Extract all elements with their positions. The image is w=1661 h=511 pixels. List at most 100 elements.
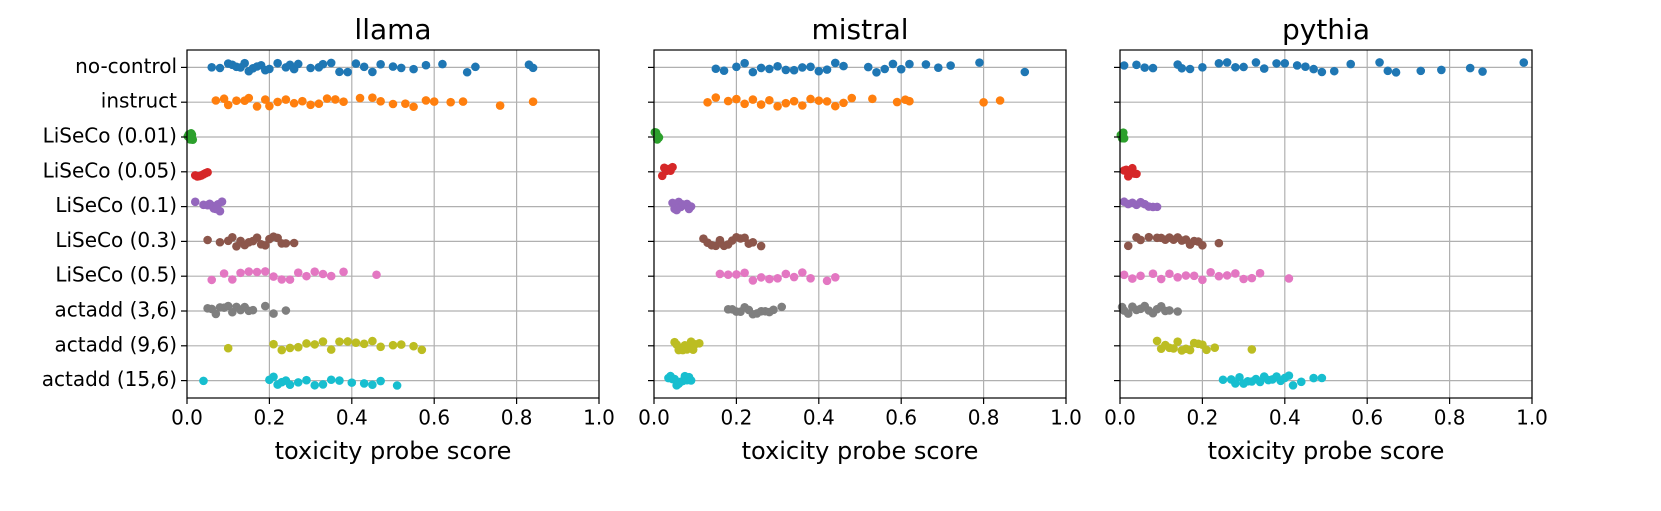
point [872,68,881,77]
y-tick-label: LiSeCo (0.05) [43,158,177,182]
point [343,337,352,346]
point [732,94,741,104]
y-tick-label: actadd (3,6) [54,298,177,322]
point [318,269,328,279]
x-tick-label: 0.6 [885,406,917,430]
point [995,96,1005,105]
point [207,275,217,285]
point [1222,58,1232,67]
point [1206,267,1215,277]
point [1296,377,1306,387]
point [306,63,315,73]
point [293,268,303,277]
point [326,271,336,281]
point [1391,68,1401,77]
point [219,94,229,104]
point [868,94,877,104]
point [388,62,398,71]
point [1231,269,1240,278]
point [1280,58,1290,68]
point [765,274,774,284]
point [888,59,898,69]
point [273,58,282,68]
point [1173,273,1182,282]
point [1136,235,1145,245]
point [318,59,328,69]
point [421,96,431,105]
x-tick-label: 0.6 [418,406,450,430]
point [1309,64,1318,74]
point [281,239,291,248]
point [318,380,328,389]
plot-frame [1119,49,1533,399]
point [798,268,807,277]
point [1284,371,1294,380]
point [921,60,931,69]
point [773,273,782,283]
point [1173,307,1182,316]
point [217,197,227,206]
point [668,162,677,172]
point [355,93,365,103]
point [1136,271,1145,281]
point [905,96,914,106]
x-tick-label: 1.0 [1050,406,1082,430]
point [188,135,198,144]
x-tick-label: 0.2 [253,406,285,430]
point [260,267,270,276]
point [814,66,824,76]
point [695,338,704,348]
point [1416,66,1426,76]
point [528,97,538,107]
point [748,95,758,104]
point [199,376,208,386]
x-tick-label: 0.0 [171,406,203,430]
point [409,341,418,351]
point [1214,271,1224,281]
point [1123,241,1133,251]
point [773,62,782,71]
point [277,345,287,355]
point [326,375,336,385]
point [1288,381,1298,390]
point [1148,63,1158,73]
point [211,309,221,319]
point [285,380,295,389]
point [711,93,721,102]
point [339,267,348,277]
point [462,67,472,77]
point [946,61,955,70]
point [740,268,749,278]
point [686,376,696,385]
point [847,93,857,103]
point [1198,63,1207,72]
point [756,100,766,109]
point [310,267,320,277]
point [830,58,840,68]
point [438,59,447,69]
point [905,59,914,69]
point [711,64,721,74]
point [1119,134,1129,143]
point [777,302,787,312]
point [740,58,749,68]
point [1292,61,1302,70]
point [1144,232,1154,242]
x-axis-label: toxicity probe score [275,437,512,465]
x-tick-label: 0.0 [1104,406,1136,430]
point [789,272,799,282]
point [814,96,824,105]
point [281,306,291,315]
point [715,269,725,279]
point [471,62,480,72]
point [975,58,984,67]
point [1247,273,1257,283]
point [1239,274,1248,284]
point [495,101,505,110]
point [1156,274,1166,284]
point [302,375,311,385]
point [306,100,315,110]
point [1202,345,1211,355]
point [458,97,468,106]
point [351,338,361,347]
